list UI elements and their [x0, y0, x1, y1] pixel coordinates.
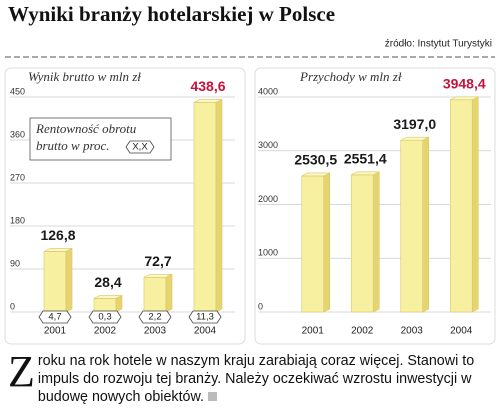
bar-side: [215, 98, 223, 313]
value-label: 438,6: [190, 78, 225, 94]
legend-symbol-label: X,X: [132, 142, 148, 153]
ratio-label: 4,7: [48, 312, 61, 323]
ratio-badge: [138, 310, 172, 324]
ratio-badge: [88, 310, 122, 324]
x-tick-label: 2002: [94, 326, 117, 337]
value-label: 72,7: [144, 253, 171, 269]
y-tick-label: 180: [10, 215, 25, 225]
bar: [143, 276, 167, 313]
bar-top: [450, 96, 479, 101]
paragraph: Z roku na rok hotele w naszym kraju zara…: [8, 347, 475, 405]
bar: [350, 174, 374, 313]
y-tick-label: 1000: [258, 248, 278, 258]
y-tick-label: 270: [10, 172, 25, 182]
x-tick-label: 2001: [302, 326, 325, 337]
title: Wyniki branży hotelarskiej w Polsce: [8, 2, 335, 26]
bar-top: [93, 295, 123, 299]
y-tick-label: 4000: [258, 86, 278, 96]
ratio-badge: [38, 310, 72, 324]
body-text: Z roku na rok hotele w naszym kraju zara…: [8, 347, 494, 406]
x-tick-label: 2002: [351, 326, 374, 337]
bar: [400, 139, 424, 313]
value-label: 2530,5: [294, 152, 337, 168]
y-tick-label: 450: [10, 86, 25, 96]
ratio-label: 2,2: [148, 312, 161, 323]
bar-side: [165, 273, 173, 313]
value-label: 3948,4: [443, 75, 486, 91]
source: źródło: Instytut Turystyki: [385, 39, 492, 50]
legend-symbol: [125, 140, 155, 154]
bar-top: [351, 171, 380, 176]
bar-top: [193, 99, 223, 103]
value-label: 126,8: [40, 227, 75, 243]
ratio-badge: [188, 310, 222, 324]
y-tick-label: 2000: [258, 194, 278, 204]
bar-side: [323, 172, 331, 313]
y-tick-label: 0: [258, 301, 263, 311]
legend-label: Rentowność obrotu brutto w proc.: [35, 121, 137, 153]
bar-side: [372, 171, 380, 313]
value-label: 3197,0: [393, 116, 436, 132]
chart-subtitle: Wynik brutto w mln zł: [28, 69, 141, 84]
x-tick-label: 2003: [144, 326, 167, 337]
ratio-label: 11,3: [196, 312, 214, 323]
chart-subtitle: Przychody w mln zł: [299, 69, 402, 84]
y-tick-label: 360: [10, 129, 25, 139]
bar: [93, 298, 117, 313]
y-tick-label: 90: [10, 258, 20, 268]
bar-top: [143, 273, 173, 278]
end-mark: [208, 392, 218, 401]
bar-side: [471, 96, 479, 313]
x-tick-label: 2003: [401, 326, 424, 337]
bar: [301, 175, 325, 313]
bar-side: [422, 136, 430, 313]
value-label: 2551,4: [344, 151, 387, 167]
x-tick-label: 2004: [194, 326, 217, 337]
y-tick-label: 0: [10, 301, 15, 311]
bar-top: [301, 172, 330, 177]
bar: [193, 102, 217, 313]
y-tick-label: 3000: [258, 140, 278, 150]
bar-top: [400, 136, 429, 141]
bar: [43, 251, 67, 313]
panel: [254, 67, 496, 345]
x-tick-label: 2001: [44, 326, 67, 337]
bar: [449, 99, 473, 313]
x-tick-label: 2004: [450, 326, 473, 337]
bar-side: [65, 247, 73, 313]
charts: Wyniki branży hotelarskiej w Polsce źród…: [4, 2, 496, 345]
bar-top: [43, 248, 73, 252]
ratio-label: 0,3: [98, 312, 111, 323]
panel: [4, 67, 246, 345]
value-label: 28,4: [94, 274, 121, 290]
